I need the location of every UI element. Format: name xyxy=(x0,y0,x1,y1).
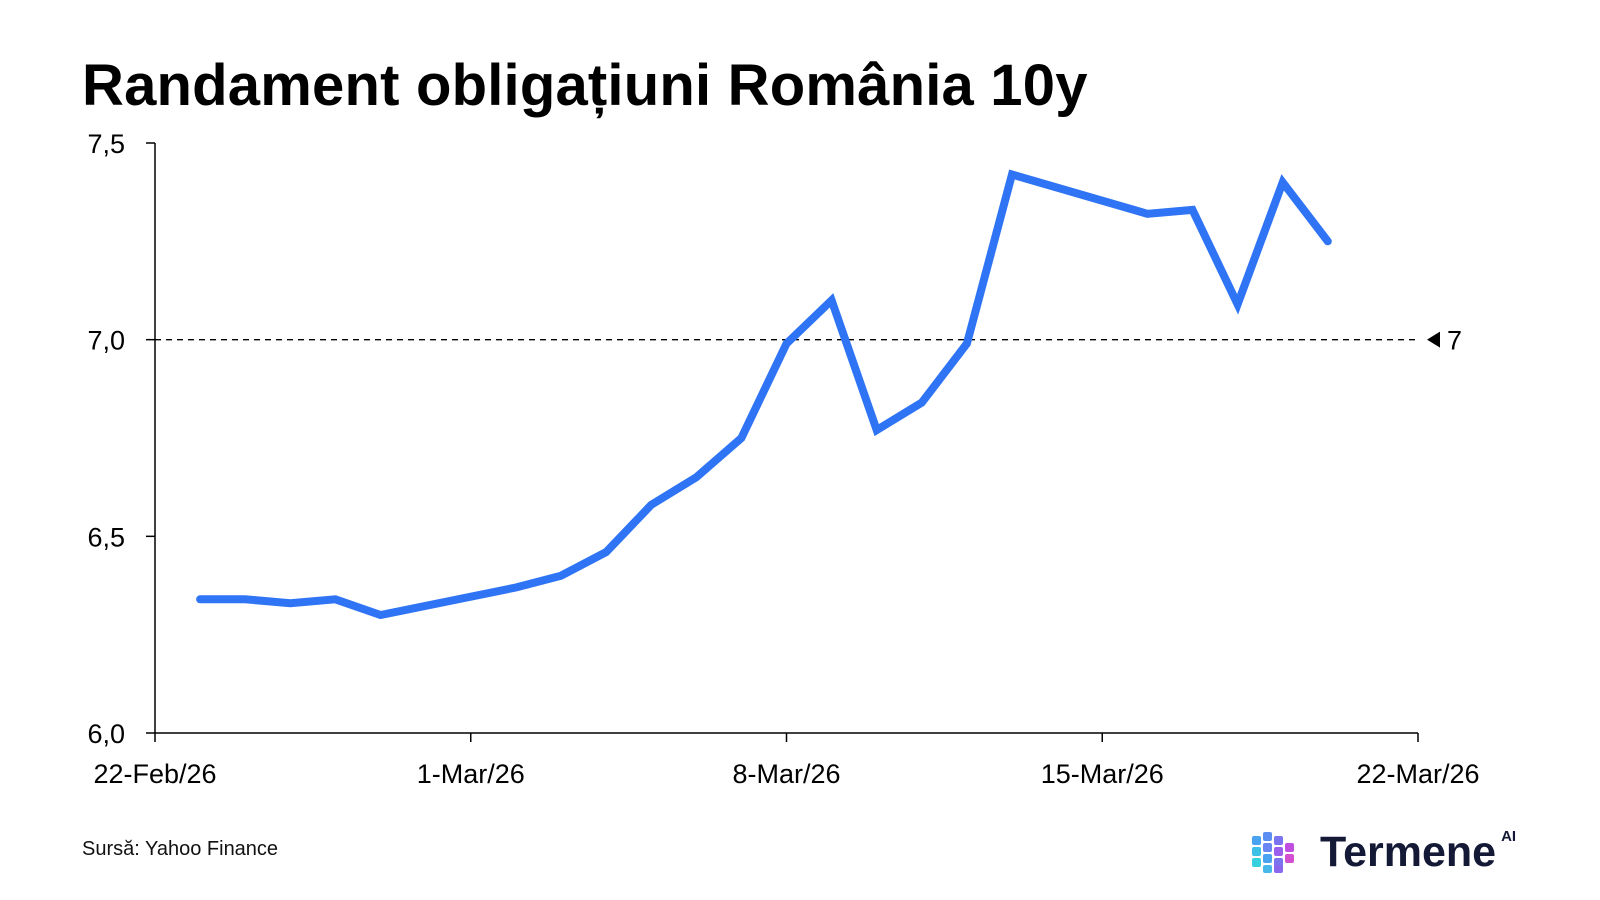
source-note: Sursă: Yahoo Finance xyxy=(82,838,279,860)
x-tick-label: 15-Mar/26 xyxy=(1041,759,1164,789)
x-tick-label: 22-Feb/26 xyxy=(93,759,216,789)
y-tick-label: 6,0 xyxy=(87,719,125,749)
x-tick-label: 8-Mar/26 xyxy=(732,759,840,789)
chart-title: Randament obligațiuni România 10y xyxy=(82,53,1088,118)
y-tick-label: 6,5 xyxy=(87,522,125,552)
y-tick-label: 7,0 xyxy=(87,326,125,356)
cube-grid-logo-icon xyxy=(1252,832,1294,873)
series-line xyxy=(196,169,1332,620)
reference-line-label: 7 xyxy=(1447,326,1462,356)
x-tick-label: 22-Mar/26 xyxy=(1356,759,1479,789)
y-tick-label: 7,5 xyxy=(87,129,125,159)
reference-marker-icon xyxy=(1427,331,1440,348)
brand-logo: Termene AI xyxy=(1250,827,1517,876)
brand-ai-superscript: AI xyxy=(1501,827,1517,845)
x-tick-label: 1-Mar/26 xyxy=(417,759,525,789)
brand-name: Termene AI xyxy=(1320,827,1517,876)
